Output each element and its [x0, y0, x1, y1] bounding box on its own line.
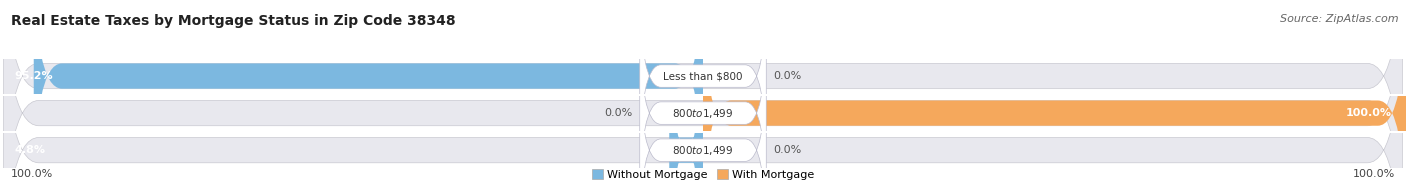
Text: 0.0%: 0.0%	[773, 145, 801, 155]
FancyBboxPatch shape	[640, 56, 766, 195]
Text: Source: ZipAtlas.com: Source: ZipAtlas.com	[1281, 14, 1399, 24]
FancyBboxPatch shape	[3, 0, 1403, 195]
FancyBboxPatch shape	[703, 0, 1406, 195]
Text: 100.0%: 100.0%	[1353, 169, 1395, 179]
FancyBboxPatch shape	[640, 0, 766, 170]
FancyBboxPatch shape	[3, 0, 1403, 195]
FancyBboxPatch shape	[34, 0, 703, 195]
Text: Less than $800: Less than $800	[664, 71, 742, 81]
Text: $800 to $1,499: $800 to $1,499	[672, 144, 734, 157]
Text: 100.0%: 100.0%	[1346, 108, 1392, 118]
Text: Real Estate Taxes by Mortgage Status in Zip Code 38348: Real Estate Taxes by Mortgage Status in …	[11, 14, 456, 28]
Text: 0.0%: 0.0%	[773, 71, 801, 81]
Text: $800 to $1,499: $800 to $1,499	[672, 107, 734, 120]
Text: 100.0%: 100.0%	[11, 169, 53, 179]
FancyBboxPatch shape	[669, 22, 703, 195]
Text: 95.2%: 95.2%	[14, 71, 52, 81]
Legend: Without Mortgage, With Mortgage: Without Mortgage, With Mortgage	[592, 169, 814, 180]
Text: 0.0%: 0.0%	[605, 108, 633, 118]
Text: 4.8%: 4.8%	[14, 145, 45, 155]
FancyBboxPatch shape	[640, 19, 766, 195]
FancyBboxPatch shape	[3, 0, 1403, 195]
